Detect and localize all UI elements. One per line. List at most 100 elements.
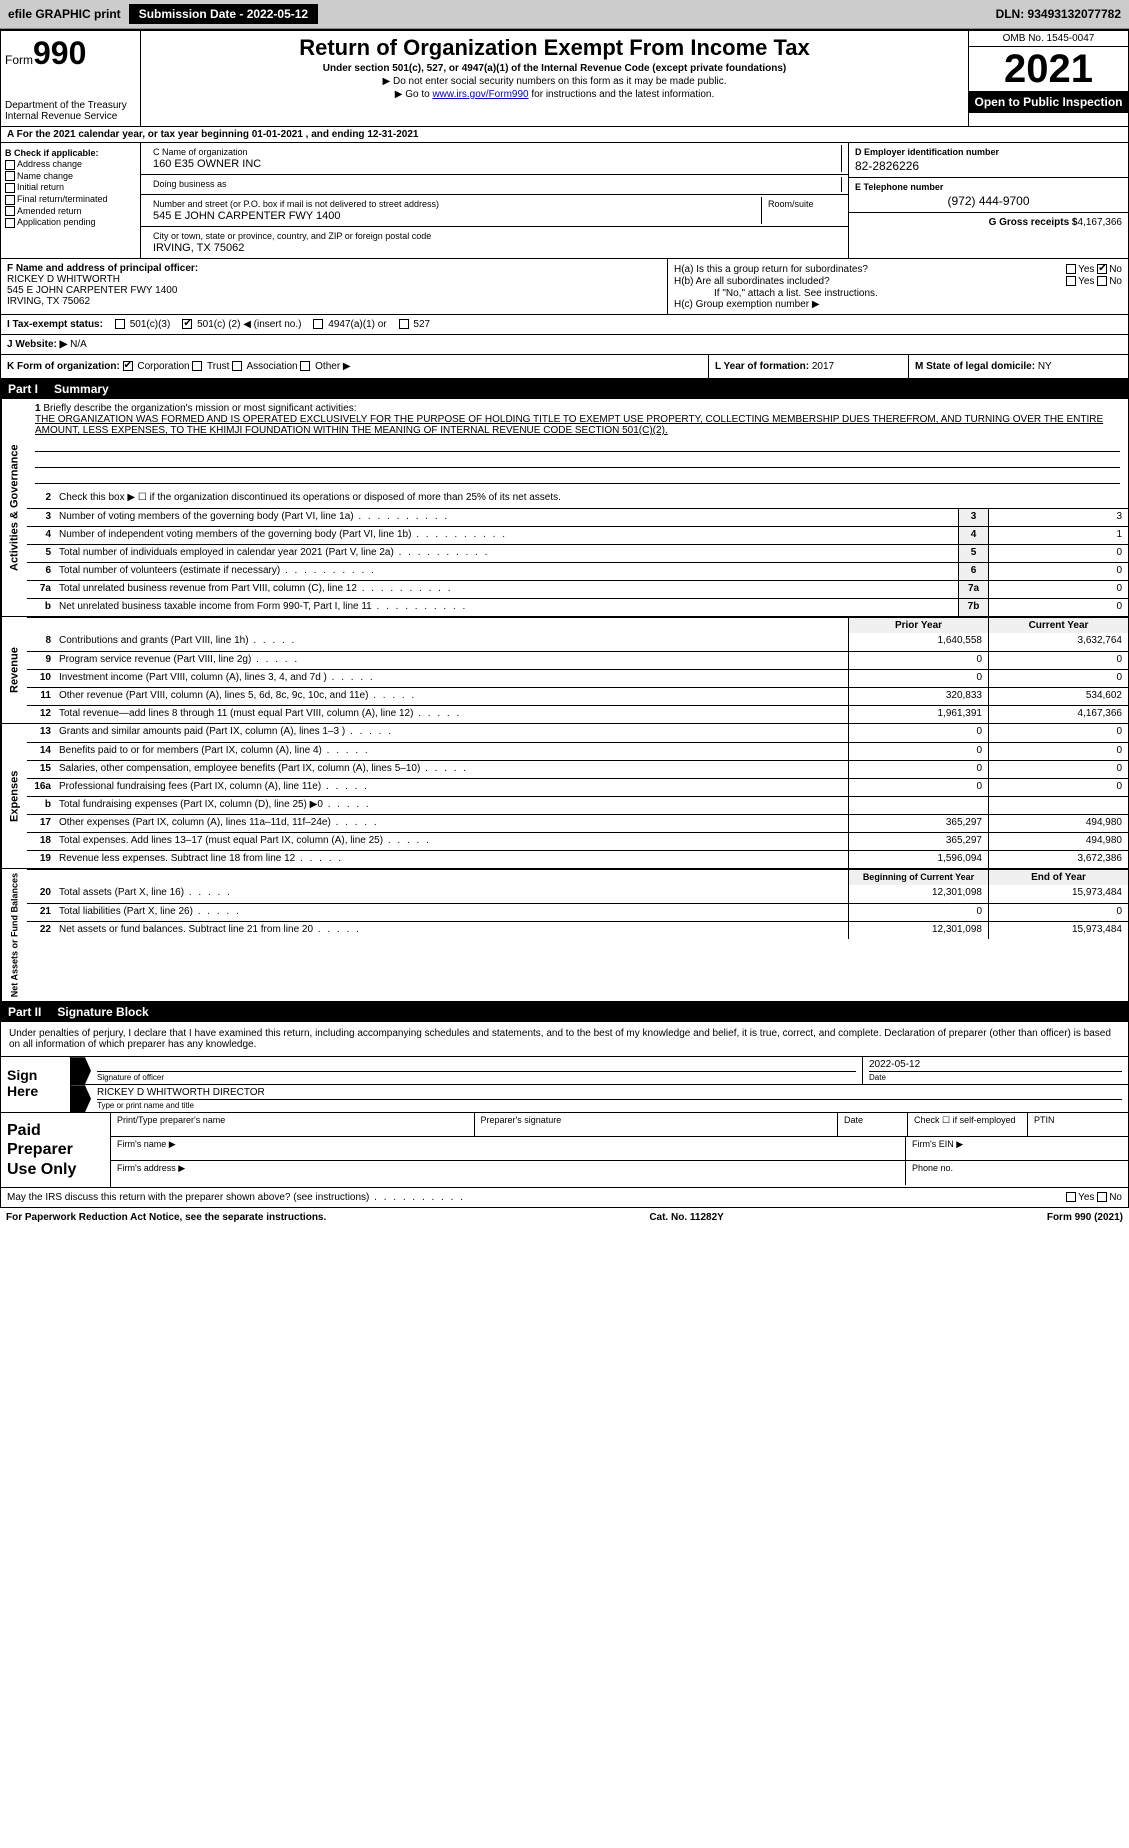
preparer-sig-label: Preparer's signature <box>475 1113 839 1136</box>
cat-number: Cat. No. 11282Y <box>649 1212 723 1223</box>
row-a: A For the 2021 calendar year, or tax yea… <box>0 127 1129 143</box>
discuss-yes-cb[interactable] <box>1066 1192 1076 1202</box>
tax-status-label: I Tax-exempt status: <box>7 319 103 330</box>
data-line: 11Other revenue (Part VIII, column (A), … <box>27 687 1128 705</box>
gov-line: bNet unrelated business taxable income f… <box>27 598 1128 616</box>
cb-association[interactable] <box>232 361 242 371</box>
sig-name-value: RICKEY D WHITWORTH DIRECTOR <box>97 1087 1122 1099</box>
cb-527[interactable] <box>399 319 409 329</box>
domicile-label: M State of legal domicile: <box>915 361 1035 372</box>
city-value: IRVING, TX 75062 <box>153 242 836 254</box>
discuss-text: May the IRS discuss this return with the… <box>7 1192 465 1203</box>
mission-block: 1 Briefly describe the organization's mi… <box>27 399 1128 490</box>
city-label: City or town, state or province, country… <box>153 231 836 241</box>
irs-label: Internal Revenue Service <box>5 111 136 122</box>
revenue-section: Revenue Prior Year Current Year 8Contrib… <box>0 617 1129 724</box>
cb-name-change[interactable]: Name change <box>5 171 136 182</box>
form-header: Form990 Department of the Treasury Inter… <box>0 29 1129 127</box>
col-d: D Employer identification number 82-2826… <box>848 143 1128 258</box>
paid-preparer-block: Paid Preparer Use Only Print/Type prepar… <box>0 1113 1129 1188</box>
col-f-officer: F Name and address of principal officer:… <box>1 259 668 314</box>
cb-final-return[interactable]: Final return/terminated <box>5 194 136 205</box>
firm-phone-label: Phone no. <box>906 1161 1128 1185</box>
data-line: 18Total expenses. Add lines 13–17 (must … <box>27 832 1128 850</box>
room-label: Room/suite <box>768 199 836 209</box>
dept-label: Department of the Treasury <box>5 100 136 111</box>
efile-label: efile GRAPHIC print <box>8 7 121 21</box>
data-line: 19Revenue less expenses. Subtract line 1… <box>27 850 1128 868</box>
netassets-section: Net Assets or Fund Balances Beginning of… <box>0 869 1129 1002</box>
top-bar: efile GRAPHIC print Submission Date - 20… <box>0 0 1129 29</box>
cb-501c3[interactable] <box>115 319 125 329</box>
cb-application-pending[interactable]: Application pending <box>5 217 136 228</box>
data-line: 15Salaries, other compensation, employee… <box>27 760 1128 778</box>
ha-label: H(a) Is this a group return for subordin… <box>674 264 868 275</box>
side-netassets: Net Assets or Fund Balances <box>1 869 27 1001</box>
sig-name-label: Type or print name and title <box>97 1099 1122 1110</box>
ha-yes-cb[interactable] <box>1066 264 1076 274</box>
expenses-section: Expenses 13Grants and similar amounts pa… <box>0 724 1129 869</box>
ein-value: 82-2826226 <box>855 159 1122 173</box>
side-revenue: Revenue <box>1 617 27 723</box>
part2-header: Part II Signature Block <box>0 1002 1129 1022</box>
data-line: 13Grants and similar amounts paid (Part … <box>27 724 1128 742</box>
dln-label: DLN: 93493132077782 <box>996 7 1121 21</box>
omb-number: OMB No. 1545-0047 <box>969 31 1128 47</box>
cb-amended[interactable]: Amended return <box>5 206 136 217</box>
org-name-label: C Name of organization <box>153 147 835 157</box>
submission-date-button[interactable]: Submission Date - 2022-05-12 <box>129 4 318 24</box>
self-employed-label: Check ☐ if self-employed <box>908 1113 1028 1136</box>
preparer-name-label: Print/Type preparer's name <box>111 1113 475 1136</box>
arrow-icon <box>71 1057 91 1084</box>
paperwork-note: For Paperwork Reduction Act Notice, see … <box>6 1212 326 1223</box>
cb-501c[interactable] <box>182 319 192 329</box>
phone-label: E Telephone number <box>855 182 1122 192</box>
preparer-date-label: Date <box>838 1113 908 1136</box>
sign-here-label: Sign Here <box>1 1057 71 1112</box>
prior-year-header: Prior Year <box>848 618 988 633</box>
hb-label: H(b) Are all subordinates included? <box>674 276 830 287</box>
current-year-header: Current Year <box>988 618 1128 633</box>
cb-address-change[interactable]: Address change <box>5 159 136 170</box>
part1-title: Summary <box>54 382 109 396</box>
officer-name: RICKEY D WHITWORTH <box>7 274 661 285</box>
part2-num: Part II <box>8 1005 41 1019</box>
discuss-no-cb[interactable] <box>1097 1192 1107 1202</box>
gov-line: 6Total number of volunteers (estimate if… <box>27 562 1128 580</box>
cb-4947[interactable] <box>313 319 323 329</box>
data-line: 10Investment income (Part VIII, column (… <box>27 669 1128 687</box>
calendar-year-text: A For the 2021 calendar year, or tax yea… <box>7 129 418 140</box>
dba-label: Doing business as <box>153 179 835 189</box>
firm-ein-label: Firm's EIN ▶ <box>906 1137 1128 1160</box>
paid-preparer-label: Paid Preparer Use Only <box>1 1113 111 1187</box>
cb-other[interactable] <box>300 361 310 371</box>
k-label: K Form of organization: <box>7 361 120 372</box>
org-name: 160 E35 OWNER INC <box>153 158 835 170</box>
form-subtitle: Under section 501(c), 527, or 4947(a)(1)… <box>149 63 960 74</box>
tax-year: 2021 <box>969 47 1128 91</box>
end-year-header: End of Year <box>988 870 1128 885</box>
ha-no-cb[interactable] <box>1097 264 1107 274</box>
form-number: 990 <box>33 35 86 71</box>
open-public-badge: Open to Public Inspection <box>969 91 1128 113</box>
data-line: 14Benefits paid to or for members (Part … <box>27 742 1128 760</box>
governance-section: Activities & Governance 1 Briefly descri… <box>0 399 1129 617</box>
domicile-value: NY <box>1038 361 1052 372</box>
hb-no-cb[interactable] <box>1097 276 1107 286</box>
mission-text: THE ORGANIZATION WAS FORMED AND IS OPERA… <box>35 414 1120 436</box>
header-center: Return of Organization Exempt From Incom… <box>141 31 968 126</box>
gov-line: 5Total number of individuals employed in… <box>27 544 1128 562</box>
ssn-note: ▶ Do not enter social security numbers o… <box>149 76 960 87</box>
hb-note: If "No," attach a list. See instructions… <box>674 288 1122 299</box>
cb-corporation[interactable] <box>123 361 133 371</box>
cb-initial-return[interactable]: Initial return <box>5 182 136 193</box>
form-footer: Form 990 (2021) <box>1047 1212 1123 1223</box>
ptin-label: PTIN <box>1028 1113 1128 1136</box>
sig-date-value: 2022-05-12 <box>869 1059 1122 1071</box>
officer-label: F Name and address of principal officer: <box>7 263 198 274</box>
data-line: 12Total revenue—add lines 8 through 11 (… <box>27 705 1128 723</box>
section-bcd: B Check if applicable: Address change Na… <box>0 143 1129 259</box>
hb-yes-cb[interactable] <box>1066 276 1076 286</box>
cb-trust[interactable] <box>192 361 202 371</box>
irs-link[interactable]: www.irs.gov/Form990 <box>432 89 528 100</box>
